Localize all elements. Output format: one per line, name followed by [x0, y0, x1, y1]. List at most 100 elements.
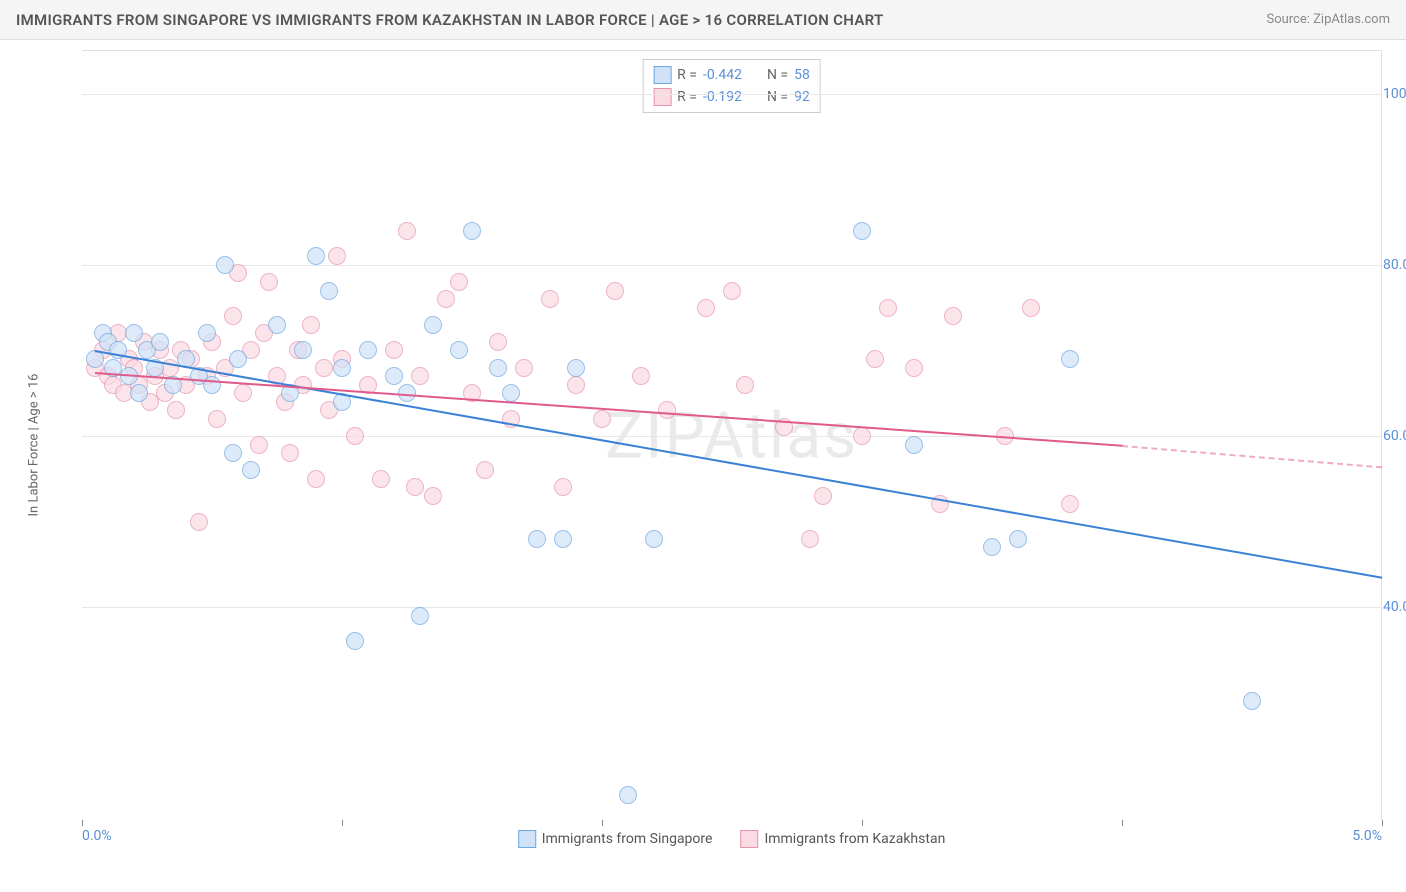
scatter-point — [315, 359, 333, 377]
scatter-point — [723, 282, 741, 300]
stats-r-label: R = — [677, 67, 697, 83]
scatter-point — [645, 530, 663, 548]
scatter-point — [554, 530, 572, 548]
scatter-point — [567, 359, 585, 377]
scatter-point — [736, 376, 754, 394]
y-tick-label: 100.0% — [1383, 86, 1406, 102]
scatter-point — [328, 247, 346, 265]
scatter-point — [167, 401, 185, 419]
scatter-point — [151, 333, 169, 351]
scatter-point — [346, 427, 364, 445]
chart-title: IMMIGRANTS FROM SINGAPORE VS IMMIGRANTS … — [16, 11, 884, 29]
legend-swatch-singapore — [518, 830, 536, 848]
gridline-horizontal — [82, 94, 1381, 95]
legend-label-kazakhstan: Immigrants from Kazakhstan — [764, 831, 945, 847]
x-tick-mark — [82, 820, 83, 826]
scatter-point — [260, 273, 278, 291]
scatter-point — [198, 324, 216, 342]
y-axis-title: In Labor Force | Age > 16 — [27, 374, 42, 517]
scatter-point — [814, 487, 832, 505]
stats-legend-box: R = -0.442 N = 58 R = -0.192 N = 92 — [642, 59, 821, 113]
scatter-point — [372, 470, 390, 488]
scatter-point — [476, 461, 494, 479]
scatter-point — [567, 376, 585, 394]
scatter-point — [983, 538, 1001, 556]
scatter-point — [268, 316, 286, 334]
x-tick-mark — [862, 820, 863, 826]
scatter-point — [879, 299, 897, 317]
scatter-point — [203, 376, 221, 394]
scatter-point — [216, 256, 234, 274]
scatter-point — [1061, 350, 1079, 368]
scatter-point — [1009, 530, 1027, 548]
stats-n-value-kazakhstan: 92 — [794, 89, 810, 105]
bottom-legend: Immigrants from Singapore Immigrants fro… — [518, 830, 946, 848]
trend-line-dash — [1122, 445, 1382, 468]
scatter-point — [307, 470, 325, 488]
scatter-point — [411, 367, 429, 385]
scatter-point — [944, 307, 962, 325]
scatter-point — [437, 290, 455, 308]
scatter-point — [541, 290, 559, 308]
scatter-point — [450, 273, 468, 291]
scatter-point — [528, 530, 546, 548]
gridline-horizontal — [82, 265, 1381, 266]
scatter-point — [224, 444, 242, 462]
scatter-point — [658, 401, 676, 419]
scatter-point — [359, 341, 377, 359]
scatter-point — [320, 282, 338, 300]
y-tick-label: 60.0% — [1383, 428, 1406, 444]
scatter-point — [1243, 692, 1261, 710]
scatter-point — [398, 222, 416, 240]
y-tick-label: 40.0% — [1383, 599, 1406, 615]
legend-label-singapore: Immigrants from Singapore — [542, 831, 713, 847]
stats-r-label: R = — [677, 89, 697, 105]
scatter-point — [424, 316, 442, 334]
scatter-point — [853, 222, 871, 240]
legend-swatch-kazakhstan — [740, 830, 758, 848]
scatter-point — [250, 436, 268, 454]
scatter-point — [424, 487, 442, 505]
source-label: Source: ZipAtlas.com — [1266, 12, 1390, 27]
scatter-point — [1022, 299, 1040, 317]
scatter-point — [1061, 495, 1079, 513]
stats-r-value-singapore: -0.442 — [703, 67, 753, 83]
scatter-point — [190, 513, 208, 531]
scatter-point — [333, 359, 351, 377]
scatter-point — [385, 367, 403, 385]
legend-item-kazakhstan: Immigrants from Kazakhstan — [740, 830, 945, 848]
x-tick-mark — [602, 820, 603, 826]
scatter-point — [801, 530, 819, 548]
scatter-point — [450, 341, 468, 359]
swatch-kazakhstan — [653, 88, 671, 106]
scatter-point — [463, 222, 481, 240]
stats-n-label: N = — [767, 89, 788, 105]
gridline-horizontal — [82, 607, 1381, 608]
scatter-point — [853, 427, 871, 445]
y-tick-label: 80.0% — [1383, 257, 1406, 273]
scatter-point — [593, 410, 611, 428]
scatter-point — [905, 436, 923, 454]
scatter-point — [302, 316, 320, 334]
scatter-point — [307, 247, 325, 265]
scatter-point — [502, 384, 520, 402]
scatter-point — [224, 307, 242, 325]
x-tick-label: 0.0% — [82, 828, 112, 844]
scatter-plot: ZIPAtlas R = -0.442 N = 58 R = -0.192 N … — [82, 50, 1382, 820]
scatter-point — [130, 384, 148, 402]
scatter-point — [229, 350, 247, 368]
scatter-point — [411, 607, 429, 625]
scatter-point — [208, 410, 226, 428]
x-tick-label: 5.0% — [1352, 828, 1382, 844]
scatter-point — [242, 461, 260, 479]
scatter-point — [406, 478, 424, 496]
scatter-point — [234, 384, 252, 402]
scatter-point — [697, 299, 715, 317]
scatter-point — [866, 350, 884, 368]
chart-area: In Labor Force | Age > 16 ZIPAtlas R = -… — [42, 50, 1396, 840]
x-tick-mark — [1382, 820, 1383, 826]
scatter-point — [346, 632, 364, 650]
scatter-point — [125, 324, 143, 342]
x-tick-mark — [342, 820, 343, 826]
scatter-point — [905, 359, 923, 377]
